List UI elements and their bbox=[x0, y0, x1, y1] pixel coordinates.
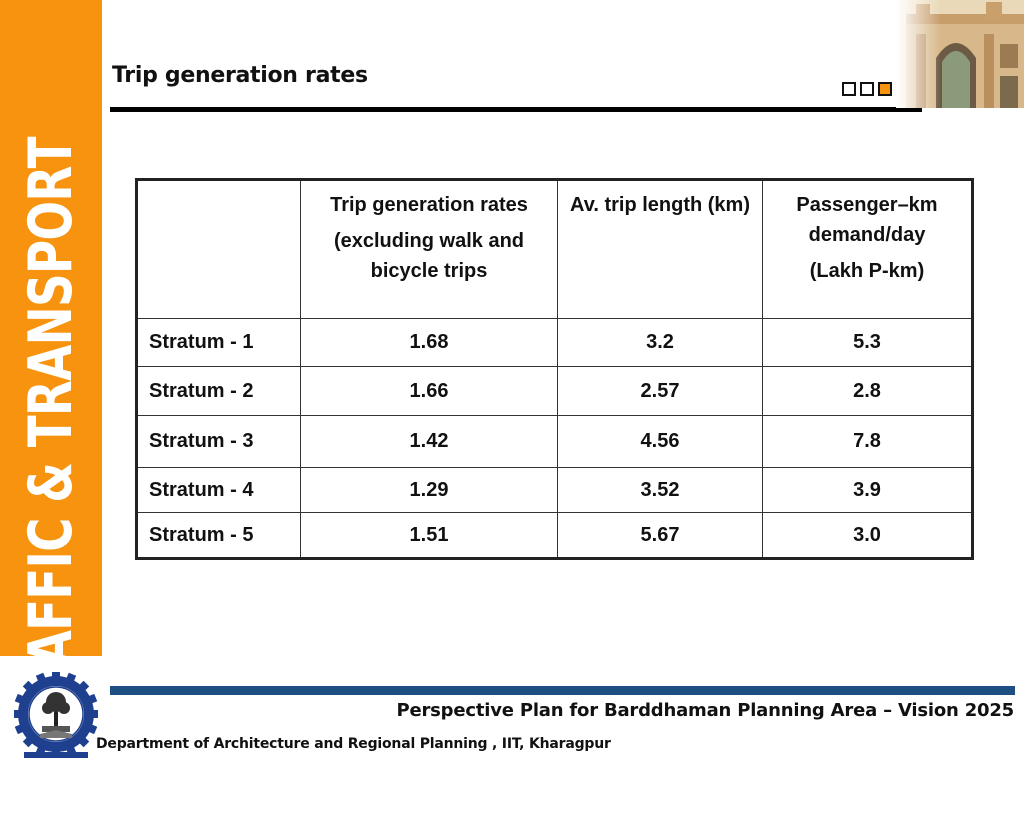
footer-department: Department of Architecture and Regional … bbox=[96, 736, 611, 752]
table-row: Stratum - 1 1.68 3.2 5.3 bbox=[136, 318, 973, 367]
trip-rate-cell: 1.29 bbox=[300, 467, 558, 513]
archway-gate-photo bbox=[896, 0, 1024, 108]
trip-rate-cell: 1.42 bbox=[300, 415, 558, 468]
trip-length-cell: 5.67 bbox=[557, 512, 763, 559]
table-row: Stratum - 2 1.66 2.57 2.8 bbox=[136, 366, 973, 416]
passenger-km-cell: 5.3 bbox=[762, 318, 973, 367]
table-header-trip-rates: Trip generation rates (excluding walk an… bbox=[300, 179, 558, 319]
title-divider bbox=[110, 107, 922, 112]
trip-length-cell: 2.57 bbox=[557, 366, 763, 416]
slide-nav-squares bbox=[842, 82, 892, 96]
passenger-km-cell: 3.9 bbox=[762, 467, 973, 513]
row-label: Stratum - 1 bbox=[136, 318, 301, 367]
trip-rate-cell: 1.66 bbox=[300, 366, 558, 416]
passenger-km-cell: 3.0 bbox=[762, 512, 973, 559]
trip-generation-table: Trip generation rates (excluding walk an… bbox=[135, 178, 974, 560]
footer-divider bbox=[110, 686, 1015, 695]
row-label: Stratum - 5 bbox=[136, 512, 301, 559]
table-row: Stratum - 3 1.42 4.56 7.8 bbox=[136, 415, 973, 468]
trip-rate-cell: 1.51 bbox=[300, 512, 558, 559]
table-header-trip-length: Av. trip length (km) bbox=[557, 179, 763, 319]
trip-length-cell: 3.52 bbox=[557, 467, 763, 513]
footer-title: Perspective Plan for Barddhaman Planning… bbox=[396, 700, 1014, 721]
trip-length-cell: 4.56 bbox=[557, 415, 763, 468]
row-label: Stratum - 2 bbox=[136, 366, 301, 416]
passenger-km-cell: 2.8 bbox=[762, 366, 973, 416]
nav-square-2 bbox=[860, 82, 874, 96]
table-row: Stratum - 4 1.29 3.52 3.9 bbox=[136, 467, 973, 513]
trip-rate-cell: 1.68 bbox=[300, 318, 558, 367]
nav-square-1 bbox=[842, 82, 856, 96]
row-label: Stratum - 3 bbox=[136, 415, 301, 468]
row-label: Stratum - 4 bbox=[136, 467, 301, 513]
slide-title: Trip generation rates bbox=[112, 63, 368, 88]
table-header-empty bbox=[136, 179, 301, 319]
table-header-passenger-km: Passenger–km demand/day (Lakh P-km) bbox=[762, 179, 973, 319]
trip-length-cell: 3.2 bbox=[557, 318, 763, 367]
table-row: Stratum - 5 1.51 5.67 3.0 bbox=[136, 512, 973, 559]
nav-square-3-active bbox=[878, 82, 892, 96]
passenger-km-cell: 7.8 bbox=[762, 415, 973, 468]
iit-kharagpur-logo bbox=[13, 671, 99, 760]
side-banner bbox=[0, 0, 102, 656]
